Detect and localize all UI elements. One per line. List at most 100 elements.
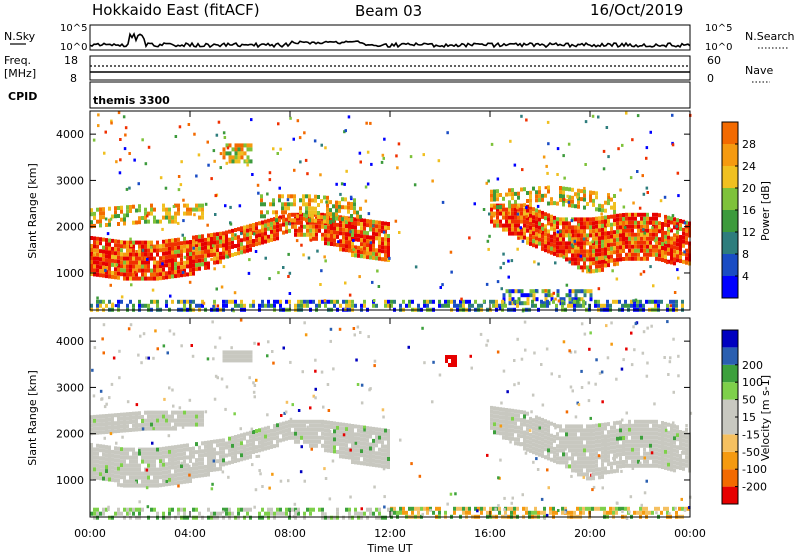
vel-cell bbox=[646, 464, 649, 468]
vel-cell bbox=[144, 460, 147, 464]
power-cell bbox=[273, 304, 276, 308]
vel-speckle bbox=[101, 422, 104, 425]
power-cell bbox=[237, 227, 240, 231]
power-speckle bbox=[500, 266, 503, 269]
power-cell bbox=[607, 263, 610, 267]
vel-cell bbox=[523, 419, 526, 423]
power-cell bbox=[156, 249, 159, 253]
vel-cell bbox=[120, 429, 123, 433]
power-cell bbox=[580, 197, 583, 201]
vel-cell bbox=[177, 449, 180, 453]
power-cell bbox=[171, 263, 174, 267]
power-cell bbox=[651, 300, 654, 304]
power-cell bbox=[681, 304, 684, 308]
vel-cell bbox=[631, 448, 634, 452]
power-speckle bbox=[677, 277, 680, 280]
power-cell bbox=[685, 229, 688, 233]
power-cell bbox=[679, 243, 682, 247]
vel-cell bbox=[285, 508, 288, 512]
velocity-heatmap bbox=[90, 319, 692, 520]
vel-cell bbox=[198, 458, 201, 462]
vel-cell bbox=[366, 462, 369, 466]
power-cell bbox=[234, 244, 237, 248]
power-cell bbox=[120, 268, 123, 272]
power-cell bbox=[411, 300, 414, 304]
power-cell bbox=[577, 201, 580, 205]
power-cell bbox=[174, 250, 177, 254]
power-speckle bbox=[639, 207, 642, 210]
power-cell bbox=[231, 300, 234, 304]
power-cell bbox=[574, 192, 577, 196]
power-cell bbox=[557, 289, 560, 293]
power-cell bbox=[649, 249, 652, 253]
power-cell bbox=[502, 228, 505, 232]
power-cell bbox=[201, 212, 204, 216]
power-cell bbox=[138, 249, 141, 253]
power-cell bbox=[323, 196, 326, 200]
power-cell bbox=[123, 265, 126, 269]
power-cell bbox=[285, 226, 288, 230]
power-cell bbox=[135, 277, 138, 281]
vel-speckle bbox=[509, 441, 512, 444]
power-cell bbox=[330, 242, 333, 246]
vel-cell bbox=[604, 467, 607, 471]
power-cell bbox=[544, 232, 547, 236]
vel-cell bbox=[601, 435, 604, 439]
vel-cell bbox=[628, 448, 631, 452]
power-cell bbox=[153, 216, 156, 220]
vel-cell bbox=[249, 455, 252, 459]
power-cell bbox=[535, 216, 538, 220]
power-cell bbox=[156, 269, 159, 273]
power-cell bbox=[511, 192, 514, 196]
vel-cell bbox=[637, 420, 640, 424]
power-cell bbox=[580, 245, 583, 249]
power-cell bbox=[583, 225, 586, 229]
power-cell bbox=[222, 235, 225, 239]
vel-cell bbox=[240, 449, 243, 453]
power-cell bbox=[493, 224, 496, 228]
power-cell bbox=[216, 248, 219, 252]
power-cell bbox=[354, 221, 357, 225]
power-cell bbox=[505, 224, 508, 228]
vel-cell bbox=[610, 438, 613, 442]
vel-cell bbox=[249, 435, 252, 439]
vel-speckle bbox=[258, 469, 261, 472]
power-cell bbox=[232, 155, 235, 159]
vel-cell bbox=[321, 432, 324, 436]
vel-speckle bbox=[674, 507, 677, 510]
power-cell bbox=[559, 190, 562, 194]
vel-speckle bbox=[423, 361, 426, 364]
vel-cell bbox=[180, 411, 183, 415]
power-cell bbox=[201, 254, 204, 258]
vel-cell bbox=[120, 471, 123, 475]
vel-cell bbox=[192, 455, 195, 459]
power-cell bbox=[575, 293, 578, 297]
vel-cell bbox=[129, 480, 132, 484]
power-cell bbox=[532, 239, 535, 243]
power-cell bbox=[207, 250, 210, 254]
vel-cell bbox=[267, 438, 270, 442]
vel-cell bbox=[360, 437, 363, 441]
power-cell bbox=[559, 186, 562, 190]
vel-cell bbox=[451, 363, 454, 367]
vel-cell bbox=[144, 419, 147, 423]
vel-speckle bbox=[564, 448, 567, 451]
vel-cell bbox=[189, 411, 192, 415]
vel-cell bbox=[387, 429, 390, 433]
vel-cell bbox=[666, 507, 669, 511]
power-cell bbox=[147, 245, 150, 249]
power-cell bbox=[354, 304, 357, 308]
power-speckle bbox=[376, 270, 379, 273]
vel-cell bbox=[538, 449, 541, 453]
noise-tick-left-top: 10^5 bbox=[60, 23, 87, 34]
power-cell bbox=[99, 211, 102, 215]
vel-cell bbox=[522, 507, 525, 511]
vel-speckle bbox=[111, 383, 114, 386]
vel-cell bbox=[664, 458, 667, 462]
power-cell bbox=[195, 263, 198, 267]
vel-cell bbox=[514, 425, 517, 429]
power-cell bbox=[604, 216, 607, 220]
vel-cell bbox=[670, 440, 673, 444]
power-cell bbox=[326, 220, 329, 224]
power-cell bbox=[384, 300, 387, 304]
